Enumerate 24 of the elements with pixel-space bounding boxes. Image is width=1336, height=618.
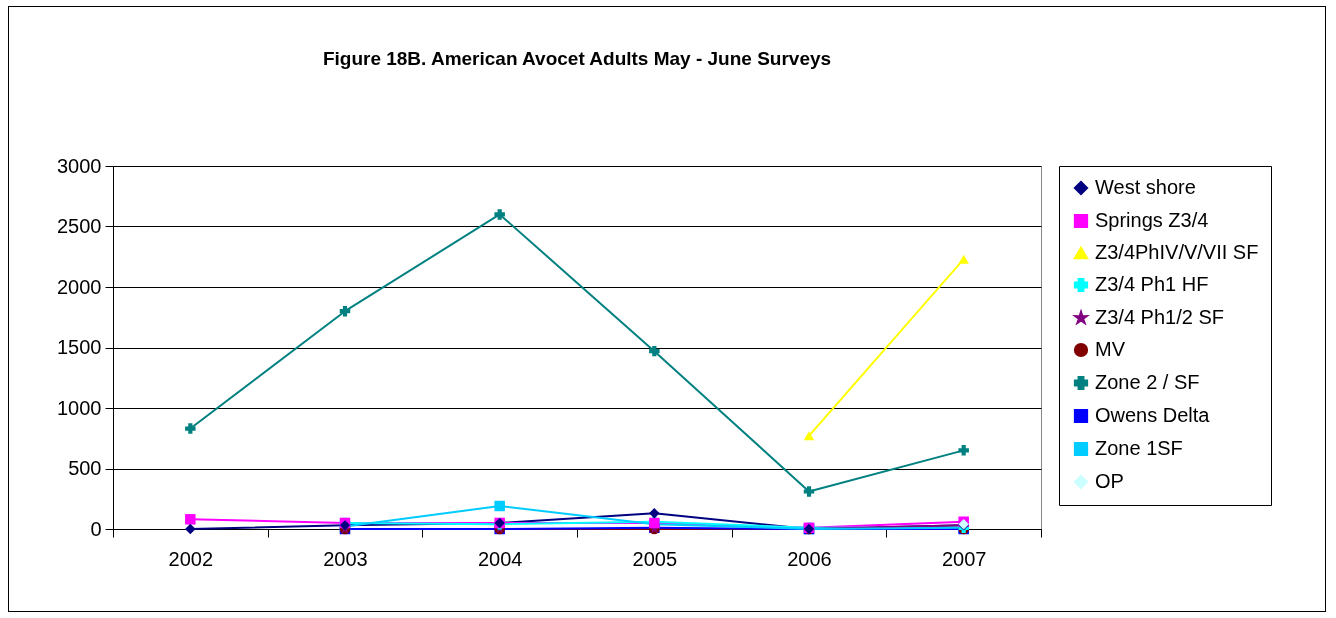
legend-label: Zone 1SF <box>1095 437 1183 459</box>
y-tick-label: 1000 <box>57 396 102 419</box>
x-tick-label: 2003 <box>323 547 368 570</box>
y-tick-label: 3000 <box>57 154 102 177</box>
x-tick-label: 2002 <box>168 547 214 570</box>
y-tick-label: 2000 <box>57 275 102 298</box>
y-tick-label: 500 <box>68 457 102 479</box>
legend-label: Zone 2 / SF <box>1095 371 1200 393</box>
y-tick-label: 1500 <box>57 336 102 358</box>
x-tick-label: 2005 <box>632 547 678 570</box>
y-tick-label: 0 <box>90 517 102 540</box>
legend-label: West shore <box>1095 176 1196 198</box>
legend-label: Z3/4 Ph1 HF <box>1095 273 1209 295</box>
legend-label: Z3/4PhIV/V/VII SF <box>1095 241 1259 263</box>
legend-label: OP <box>1095 470 1124 492</box>
chart-title: Figure 18B. American Avocet Adults May - June Surveys <box>322 48 832 69</box>
legend-label: Z3/4 Ph1/2 SF <box>1095 306 1224 328</box>
y-tick-label: 2500 <box>57 215 102 237</box>
legend-label: Springs Z3/4 <box>1095 209 1209 231</box>
x-tick-label: 2004 <box>477 547 523 570</box>
x-tick-label: 2007 <box>941 547 987 570</box>
x-tick-label: 2006 <box>787 547 832 570</box>
legend-label: MV <box>1095 338 1126 360</box>
legend-label: Owens Delta <box>1095 404 1211 426</box>
